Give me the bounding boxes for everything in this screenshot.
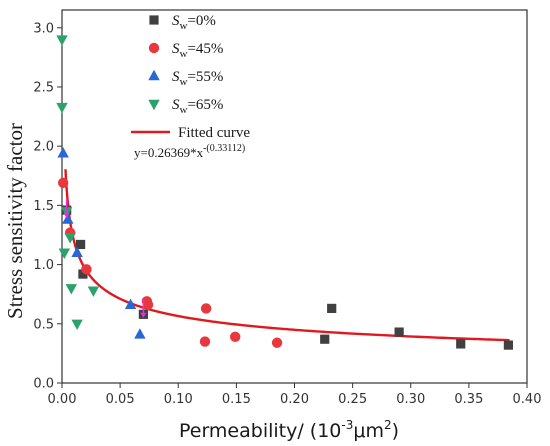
legend-label-rest: =0%: [187, 13, 215, 29]
data-point-circle: [199, 336, 211, 347]
data-point-square: [327, 303, 337, 313]
legend-label: Sw=65%: [172, 97, 223, 116]
y-tick-label: 2.5: [33, 80, 54, 95]
plot-area: [61, 9, 528, 384]
data-point-triangle-down: [64, 233, 76, 244]
plot-border: [61, 9, 528, 384]
data-point-square: [320, 334, 330, 344]
y-tick-label: 1.0: [33, 258, 54, 273]
y-tick-label: 3.0: [33, 21, 54, 36]
fitted-curve-layer: [64, 169, 510, 342]
legend-marker-triangle-up: [148, 69, 160, 81]
legend-label-rest: =65%: [187, 97, 223, 113]
data-points-layer: [56, 35, 513, 350]
annotation-arrow-head: [140, 312, 147, 318]
data-point-triangle-down: [56, 35, 68, 46]
data-point-square: [456, 339, 466, 349]
data-point-circle: [230, 331, 241, 343]
x-tick-label: 0.40: [513, 392, 542, 407]
y-axis-title: Stress sensitivity factor: [3, 123, 27, 319]
annotation-arrow-head: [63, 213, 70, 219]
data-point-circle: [200, 303, 212, 314]
data-point-circle: [271, 337, 283, 348]
fitted-curve: [64, 169, 510, 342]
data-point-circle: [57, 177, 69, 189]
legend-marker-triangle-down: [148, 99, 160, 111]
data-point-circle: [81, 264, 92, 275]
legend-label: Sw=55%: [172, 69, 223, 88]
data-point-triangle-up: [62, 213, 74, 224]
x-axis: 0.00 0.05 0.10 0.15 0.20 0.25 0.30 0.35 0.40: [48, 383, 542, 407]
y-tick-label: 0.5: [33, 317, 54, 332]
legend-label-sub: w: [180, 104, 188, 116]
data-point-triangle-down: [71, 319, 83, 330]
data-point-square: [394, 327, 404, 337]
data-point-triangle-down: [65, 284, 77, 295]
fit-equation: y=0.26369*x-(0.33112): [134, 143, 245, 160]
data-point-triangle-up: [124, 298, 137, 310]
legend-label-main: S: [172, 97, 180, 113]
x-axis-title-unit-exp: 2: [384, 418, 392, 432]
legend-label-main: S: [172, 69, 180, 85]
data-point-triangle-down: [87, 286, 100, 297]
legend-label-rest: =45%: [187, 41, 223, 57]
legend-marker-circle: [148, 42, 160, 54]
legend-label-sub: w: [180, 48, 188, 60]
legend-label-fitted: Fitted curve: [178, 125, 250, 141]
data-point-triangle-up: [134, 328, 146, 339]
legend: Sw=0%Sw=45%Sw=55%Sw=65%Fitted curve: [131, 13, 250, 141]
data-point-square: [76, 239, 86, 250]
x-tick-label: 0.30: [396, 392, 425, 407]
x-tick-label: 0.05: [106, 392, 135, 407]
data-point-triangle-up: [71, 246, 83, 257]
data-point-triangle-up: [57, 147, 69, 158]
legend-label-main: S: [172, 13, 180, 29]
fit-equation-exponent: -(0.33112): [203, 143, 245, 154]
legend-label-sub: w: [180, 76, 188, 88]
y-tick-label: 2.0: [33, 140, 54, 155]
x-tick-label: 0.15: [222, 392, 251, 407]
x-tick-label: 0.25: [338, 392, 367, 407]
data-point-triangle-down: [58, 248, 71, 259]
legend-marker-square: [149, 15, 159, 25]
legend-label: Sw=45%: [172, 41, 223, 60]
x-tick-label: 0.35: [454, 392, 483, 407]
annotation-arrows: [63, 199, 147, 318]
data-point-circle: [142, 299, 154, 311]
x-axis-title-prefix: Permeability/ (10: [179, 420, 341, 442]
y-tick-label: 1.5: [33, 199, 54, 214]
data-point-square: [503, 340, 513, 350]
data-point-triangle-down: [56, 102, 68, 114]
legend-label-rest: =55%: [187, 69, 223, 85]
x-tick-label: 0.10: [164, 392, 193, 407]
fit-equation-base: y=0.26369*x: [134, 145, 204, 160]
y-tick-label: 0.0: [33, 377, 54, 392]
y-axis: 0.0 0.5 1.0 1.5 2.0 2.5 3.0: [33, 21, 62, 392]
x-tick-label: 0.20: [280, 392, 309, 407]
legend-label-sub: w: [180, 20, 188, 32]
x-axis-title: Permeability/ (10-3μm2): [179, 418, 399, 442]
x-axis-title-exp: -3: [341, 418, 353, 432]
x-tick-label: 0.00: [48, 392, 77, 407]
legend-label: Sw=0%: [172, 13, 216, 32]
legend-label-main: S: [172, 41, 180, 57]
x-axis-title-suffix: ): [392, 420, 399, 442]
x-axis-title-unit: μm: [353, 420, 384, 442]
data-point-square: [78, 269, 88, 279]
